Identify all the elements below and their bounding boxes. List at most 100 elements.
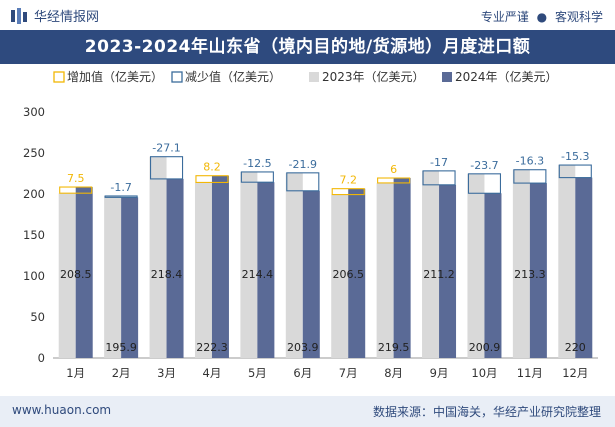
diff-label: -17 — [430, 156, 448, 169]
bar-2024 — [529, 183, 547, 358]
diff-label: -23.7 — [470, 159, 498, 172]
diff-label: -16.3 — [516, 155, 544, 168]
value-label-2024: 218.4 — [151, 268, 183, 281]
diff-label: -15.3 — [561, 150, 589, 163]
value-label-2024: 200.9 — [469, 341, 501, 354]
value-label-2024: 203.9 — [287, 341, 319, 354]
footer-source: 数据来源：中国海关，华经产业研究院整理 — [372, 405, 601, 419]
diff-label: -1.7 — [110, 181, 131, 194]
value-label-2024: 208.5 — [60, 268, 92, 281]
bar-2023 — [194, 182, 212, 358]
slogan: 专业严谨 ● 客观科学 — [481, 8, 603, 25]
x-tick-label: 1月 — [66, 366, 85, 380]
value-label-2024: 195.9 — [105, 341, 137, 354]
diff-decrease-bracket — [558, 164, 592, 179]
value-label-2024: 220 — [565, 341, 586, 354]
diff-decrease-bracket — [467, 173, 502, 194]
diff-label: 7.2 — [339, 174, 357, 187]
slogan-right: 客观科学 — [554, 10, 603, 24]
diff-increase-bracket — [195, 175, 229, 183]
diff-label: -12.5 — [243, 157, 271, 170]
y-tick-label: 300 — [23, 105, 45, 119]
legend-label: 增加值（亿美元） — [67, 69, 163, 84]
x-tick-label: 3月 — [157, 366, 176, 380]
diff-decrease-bracket — [149, 156, 184, 180]
legend-2023-swatch — [309, 72, 319, 82]
x-tick-label: 11月 — [517, 366, 543, 380]
diff-decrease-bracket — [286, 172, 320, 192]
diff-label: 8.2 — [203, 161, 221, 174]
value-label-2024: 219.5 — [378, 341, 410, 354]
y-tick-label: 0 — [38, 351, 45, 365]
x-tick-label: 4月 — [203, 366, 222, 380]
chart: 增加值（亿美元） 减少值（亿美元） 2023年（亿美元） 2024年（亿美元） 0 50 1… — [23, 69, 598, 380]
legend-2024-swatch — [442, 72, 452, 82]
bar-2023 — [558, 165, 576, 358]
x-tick-label: 10月 — [471, 366, 497, 380]
x-tick-label: 2月 — [112, 366, 131, 380]
slogan-separator: ● — [536, 10, 548, 24]
legend-label: 减少值（亿美元） — [185, 69, 281, 84]
diff-label: 6 — [390, 163, 397, 176]
x-tick-label: 5月 — [248, 366, 267, 380]
bar-2024 — [575, 177, 593, 358]
diff-increase-bracket — [377, 177, 411, 184]
footer-site: www.huaon.com — [12, 403, 112, 417]
value-label-2024: 206.5 — [332, 268, 364, 281]
value-label-2024: 214.4 — [242, 268, 274, 281]
diff-increase-bracket — [331, 188, 365, 196]
chart-title: 2023-2024年山东省（境内目的地/货源地）月度进口额 — [0, 30, 615, 64]
x-tick-label: 8月 — [384, 366, 403, 380]
y-tick-label: 50 — [30, 310, 45, 324]
x-tick-label: 6月 — [293, 366, 312, 380]
bar-2024 — [75, 187, 93, 358]
value-label-2024: 222.3 — [196, 341, 228, 354]
y-tick-label: 150 — [23, 228, 45, 242]
top-bar: 华经情报网 专业严谨 ● 客观科学 — [0, 0, 615, 30]
brand-name: 华经情报网 — [34, 10, 100, 25]
legend-increase-swatch — [53, 71, 65, 83]
diff-decrease-bracket — [513, 169, 547, 184]
x-tick-label: 7月 — [339, 366, 358, 380]
diff-label: -21.9 — [289, 158, 317, 171]
bar-2023 — [376, 182, 394, 358]
value-label-2024: 213.3 — [514, 268, 546, 281]
bar-2023 — [149, 156, 167, 358]
bar-2024 — [211, 175, 229, 358]
bar-2023 — [240, 171, 258, 358]
legend-label: 2024年（亿美元） — [455, 69, 558, 84]
value-label-2024: 211.2 — [423, 268, 455, 281]
diff-increase-bracket — [59, 186, 93, 194]
bar-2023 — [58, 193, 76, 358]
bar-2024 — [166, 178, 184, 358]
brand: 华经情报网 — [10, 6, 99, 25]
bar-2023 — [467, 173, 485, 358]
diff-label: 7.5 — [67, 172, 85, 185]
bar-2023 — [512, 169, 530, 358]
bar-2023 — [285, 172, 303, 358]
bar-2023 — [104, 195, 122, 358]
footer: www.huaon.com 数据来源：中国海关，华经产业研究院整理 — [0, 396, 615, 427]
legend-label: 2023年（亿美元） — [322, 69, 425, 84]
bar-2024 — [121, 197, 139, 358]
bar-2024 — [302, 190, 320, 358]
y-tick-label: 200 — [23, 187, 45, 201]
y-tick-label: 250 — [23, 146, 45, 160]
diff-decrease-bracket — [422, 170, 456, 186]
bar-2024 — [484, 193, 502, 358]
x-tick-label: 12月 — [562, 366, 588, 380]
slogan-left: 专业严谨 — [480, 10, 529, 24]
diff-decrease-bracket — [240, 171, 274, 183]
bar-2024 — [393, 178, 411, 358]
bar-2024 — [348, 188, 366, 358]
brand-logo-icon — [11, 7, 27, 24]
diff-decrease-bracket — [104, 195, 138, 198]
y-tick-label: 100 — [23, 269, 45, 283]
bar-2024 — [439, 184, 457, 358]
bar-2023 — [422, 170, 440, 358]
legend-decrease-swatch — [171, 71, 183, 83]
diff-label: -27.1 — [152, 142, 180, 155]
x-tick-label: 9月 — [430, 366, 449, 380]
bar-2024 — [257, 182, 275, 358]
bar-2023 — [331, 194, 349, 358]
